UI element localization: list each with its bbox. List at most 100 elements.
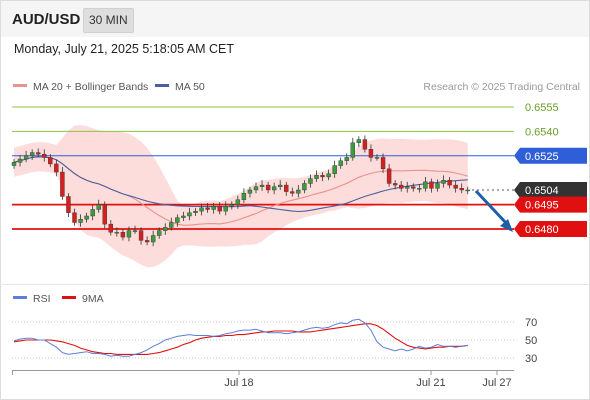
ma50-legend-label: MA 50 — [175, 81, 205, 93]
candle-body — [48, 157, 53, 165]
candle-body — [411, 186, 416, 189]
candle-body — [181, 215, 186, 218]
candle-body — [205, 207, 210, 210]
level-tag-bg-0.6495 — [514, 196, 587, 213]
candle-body — [169, 222, 174, 228]
candlesticks — [11, 135, 470, 247]
candle-body — [332, 165, 337, 174]
level-tags: 0.6555 0.6540 0.6525 0.6504 0.6495 0.6480 — [514, 102, 587, 237]
level-tag-0.6495: 0.6495 — [525, 200, 559, 212]
candle-body — [132, 230, 138, 232]
candle-body — [217, 206, 222, 212]
candle-body — [247, 189, 253, 194]
rsi-line — [13, 318, 468, 357]
candle-body — [211, 206, 216, 210]
forecast-arrow — [474, 189, 513, 232]
candle-body — [284, 184, 289, 192]
candle-body — [453, 184, 458, 189]
candle-body — [271, 186, 277, 191]
candle-body — [314, 175, 319, 179]
candle-body — [417, 188, 422, 190]
x-tick-label-Jul-27: Jul 27 — [482, 377, 511, 389]
level-tag-bg-0.6504 — [514, 181, 587, 198]
candle-body — [441, 179, 446, 184]
level-tag-0.6480: 0.6480 — [525, 224, 559, 236]
candle-body — [235, 199, 241, 205]
forecast-arrow-shaft — [474, 189, 509, 226]
candle-body — [344, 157, 349, 161]
candle-body — [11, 162, 17, 166]
candle-body — [374, 157, 380, 159]
candle-body — [126, 230, 132, 238]
candle-body — [278, 184, 283, 187]
timeframe-badge[interactable]: 30 MIN — [83, 8, 134, 33]
candle-body — [253, 186, 259, 191]
copyright-text: Research © 2025 Trading Central — [423, 81, 580, 93]
x-axis: Jul 18 Jul 21 Jul 27 — [12, 370, 514, 389]
candle-body — [175, 217, 180, 223]
candle-body — [459, 188, 464, 191]
rsi-tick-70: 70 — [525, 317, 537, 329]
rsi-tick-30: 30 — [525, 353, 537, 365]
candle-body — [36, 152, 41, 155]
candle-body — [156, 230, 162, 236]
rsi-panel: 70 50 30 — [12, 317, 537, 365]
candle-body — [163, 227, 168, 231]
candle-body — [405, 186, 410, 189]
moving-averages — [13, 156, 468, 226]
ma50-legend-swatch — [155, 84, 169, 87]
candle-body — [308, 178, 313, 184]
rsi-tick-50: 50 — [525, 335, 537, 347]
candle-body — [368, 149, 374, 158]
candle-body — [241, 193, 247, 200]
candle-body — [102, 204, 107, 225]
candle-body — [66, 196, 71, 213]
bollinger-bands — [14, 125, 468, 268]
candle-body — [78, 219, 83, 223]
bollinger-band-area — [14, 125, 468, 268]
candle-body — [114, 232, 120, 234]
candle-body — [23, 155, 29, 160]
rsi-ma-legend-swatch — [62, 296, 76, 299]
candle-body — [144, 240, 150, 243]
candle-body — [54, 163, 59, 173]
candle-body — [326, 173, 331, 178]
candle-body — [96, 204, 101, 210]
candle-body — [84, 215, 89, 220]
candle-body — [223, 206, 228, 212]
level-tag-0.6504: 0.6504 — [525, 185, 559, 197]
candle-body — [259, 184, 265, 187]
candle-body — [302, 183, 307, 191]
chart-datetime: Monday, July 21, 2025 5:18:05 AM CET — [14, 42, 235, 56]
ma20-legend-swatch — [13, 84, 27, 87]
candle-body — [380, 157, 386, 170]
candle-body — [320, 175, 325, 178]
candle-body — [193, 210, 198, 213]
ma20-legend-label: MA 20 + Bollinger Bands — [33, 81, 148, 93]
level-label-0.6555: 0.6555 — [525, 102, 559, 114]
candle-body — [199, 207, 204, 212]
candle-body — [229, 204, 235, 207]
ma50-line — [13, 156, 468, 213]
x-tick-label-Jul-21: Jul 21 — [416, 377, 445, 389]
candle-body — [120, 232, 126, 238]
candle-body — [138, 230, 144, 241]
rsi-ma-legend-label: 9MA — [82, 293, 104, 305]
candle-body — [17, 158, 23, 163]
candle-body — [265, 184, 271, 191]
candle-body — [356, 139, 362, 143]
candle-body — [338, 160, 343, 166]
x-tick-label-Jul-18: Jul 18 — [224, 377, 253, 389]
rsi-legend-swatch — [13, 296, 27, 299]
candle-body — [447, 179, 452, 186]
candle-body — [290, 191, 295, 194]
candle-body — [392, 183, 398, 186]
candle-body — [90, 209, 95, 217]
level-tag-bg-0.6525 — [514, 147, 587, 164]
rsi-ma-line — [13, 323, 468, 355]
candle-body — [399, 184, 404, 189]
candle-body — [350, 142, 355, 158]
candle-body — [429, 181, 434, 189]
chart-header: AUD/USD 30 MIN — [1, 1, 589, 37]
